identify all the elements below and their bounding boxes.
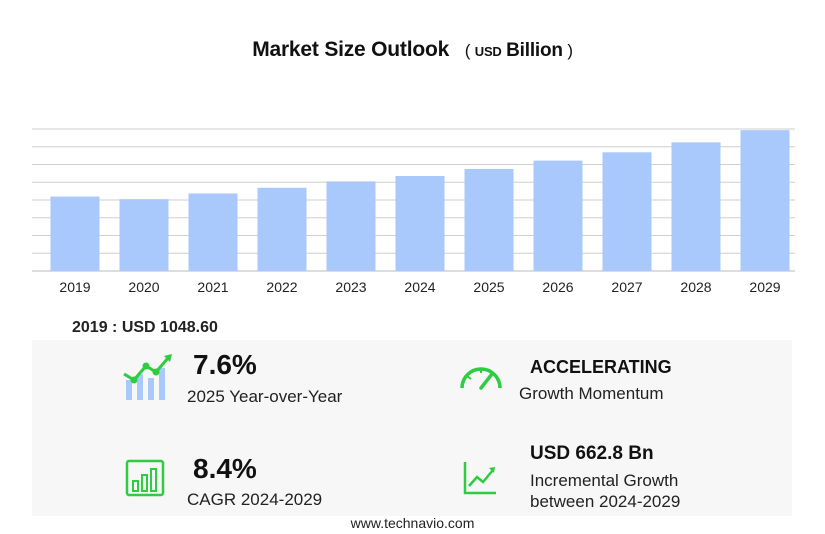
bar-2029 [740, 130, 790, 271]
bar-2026 [533, 160, 583, 271]
bar-2024 [395, 176, 445, 271]
momentum-label: Growth Momentum [519, 384, 664, 403]
x-tick-label: 2029 [749, 279, 780, 295]
bar-chart-growth-icon [125, 459, 165, 497]
speedometer-icon [460, 367, 502, 390]
bar-chart: 2019 2020 2021 2022 2023 2024 2025 2026 2027 2028… [32, 128, 795, 295]
x-tick-label: 2024 [404, 279, 435, 295]
x-tick-label: 2021 [197, 279, 228, 295]
bar-2027 [602, 152, 652, 271]
bar-2021 [188, 193, 238, 271]
bar-2025 [464, 168, 514, 271]
bar-2022 [257, 187, 307, 271]
momentum-value: ACCELERATING [530, 357, 672, 377]
x-tick-label: 2026 [542, 279, 573, 295]
x-tick-label: 2023 [335, 279, 366, 295]
bar-2020 [119, 199, 169, 271]
title-unit: ( USD Billion ) [464, 40, 573, 61]
bar-line-growth-icon [123, 354, 172, 400]
cagr-label: CAGR 2024-2029 [187, 490, 323, 509]
trend-line-icon [463, 462, 496, 495]
x-tick-label: 2028 [680, 279, 711, 295]
bar-2023 [326, 181, 376, 271]
baseline-value: 2019 : USD 1048.60 [72, 319, 218, 336]
x-tick-label: 2027 [611, 279, 642, 295]
chart-title: Market Size Outlook ( USD Billion ) [0, 38, 825, 62]
footer-url: www.technavio.com [350, 515, 475, 531]
yoy-label: 2025 Year-over-Year [187, 387, 343, 406]
title-main: Market Size Outlook [252, 38, 450, 61]
cagr-value: 8.4% [193, 453, 257, 484]
x-tick-label: 2022 [266, 279, 297, 295]
x-tick-label: 2019 [59, 279, 90, 295]
bar-2028 [671, 142, 721, 271]
incremental-label-2: between 2024-2029 [530, 492, 681, 511]
yoy-value: 7.6% [193, 349, 257, 380]
incremental-label-1: Incremental Growth [530, 471, 679, 490]
x-tick-label: 2025 [473, 279, 504, 295]
incremental-value: USD 662.8 Bn [530, 443, 654, 464]
x-tick-label: 2020 [128, 279, 159, 295]
bar-2019 [50, 196, 100, 271]
